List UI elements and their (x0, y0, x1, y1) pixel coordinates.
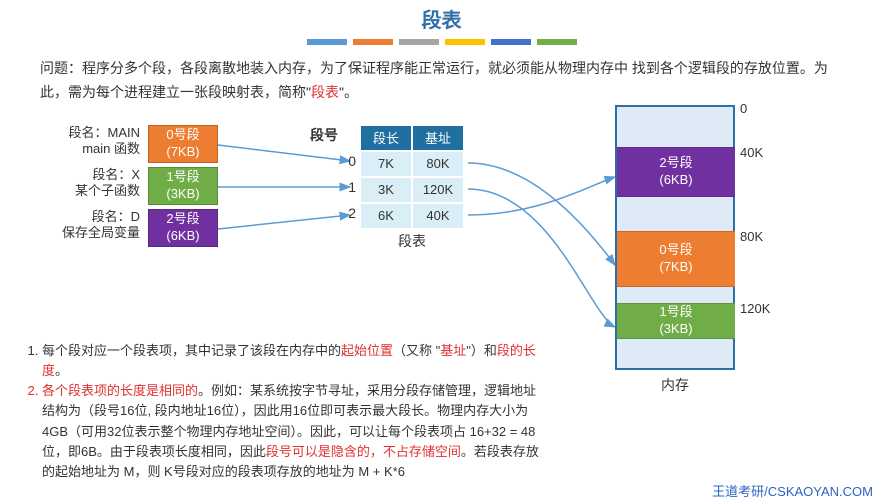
memory-slot: 1号段(3KB) (617, 303, 735, 339)
header-bar (445, 39, 485, 45)
memory-caption: 内存 (615, 375, 735, 395)
cell-len: 3K (360, 177, 412, 203)
seg-table-body: 7K80K3K120K6K40K (360, 151, 464, 229)
problem-1c: 段表 (311, 84, 339, 100)
cell-base: 40K (412, 203, 464, 229)
seg-table-rownum: 0 (336, 153, 356, 169)
segment-box: 2号段(6KB) (148, 209, 218, 247)
n2c: 段号可以是隐含的，不占存储空间 (266, 444, 461, 459)
cell-len: 7K (360, 151, 412, 177)
n2a: 各个段表项的长度是相同的 (42, 383, 198, 398)
n1c: （又称 " (393, 343, 440, 358)
header-bar (353, 39, 393, 45)
segment-label: 段名：X某个子函数 (40, 167, 140, 201)
n1g: 。 (55, 363, 68, 378)
header-bar (399, 39, 439, 45)
seg-table-row: 3K120K (360, 177, 464, 203)
memory-slot: 2号段(6KB) (617, 147, 735, 197)
header-bar (307, 39, 347, 45)
seg-table-header-label: 段号 (310, 125, 338, 145)
memory-mark: 120K (740, 301, 770, 316)
n1a: 每个段对应一个段表项，其中记录了该段在内存中的 (42, 343, 341, 358)
note-1: 每个段对应一个段表项，其中记录了该段在内存中的起始位置（又称 "基址"）和段的长… (42, 341, 540, 381)
cell-base: 120K (412, 177, 464, 203)
cell-base: 80K (412, 151, 464, 177)
memory-mark: 80K (740, 229, 763, 244)
notes-list: 每个段对应一个段表项，其中记录了该段在内存中的起始位置（又称 "基址"）和段的长… (20, 341, 540, 482)
header-bar (537, 39, 577, 45)
problem-text: 问题：程序分多个段，各段离散地装入内存，为了保证程序能正常运行，就必须能从物理内… (40, 57, 843, 105)
page-title: 段表 (0, 4, 883, 33)
note-2: 各个段表项的长度是相同的。例如：某系统按字节寻址，采用分段存储管理，逻辑地址结构… (42, 381, 540, 482)
problem-1d: "。 (339, 84, 358, 100)
n1d: 基址 (440, 343, 466, 358)
seg-table-row: 7K80K (360, 151, 464, 177)
seg-table-rownum: 2 (336, 205, 356, 221)
seg-table-head: 段长基址 (360, 125, 464, 151)
header-bar (491, 39, 531, 45)
segment-label: 段名：D保存全局变量 (40, 209, 140, 243)
segment-box: 1号段(3KB) (148, 167, 218, 205)
seg-table-row: 6K40K (360, 203, 464, 229)
cell-len: 6K (360, 203, 412, 229)
seg-table-rownum: 1 (336, 179, 356, 195)
segment-table: 段长基址 7K80K3K120K6K40K 段表 (360, 125, 464, 251)
title-text: 段表 (422, 10, 462, 32)
memory-box: 2号段(6KB) 0号段(7KB) 1号段(3KB) (615, 105, 735, 370)
footer-text: 王道考研/CSKAOYAN.COM (712, 481, 873, 500)
seg-table-caption: 段表 (360, 231, 464, 251)
segment-box: 0号段(7KB) (148, 125, 218, 163)
problem-1a: 问题：程序分多个段，各段离散地装入内存，为了保证程序能正常运行，就必须能从物理内… (40, 60, 628, 76)
segment-label: 段名：MAINmain 函数 (40, 125, 140, 159)
n1b: 起始位置 (341, 343, 393, 358)
memory-mark: 0 (740, 101, 747, 116)
col-h2: 基址 (412, 125, 464, 151)
n1e: "）和 (466, 343, 497, 358)
header-bars (0, 39, 883, 45)
memory-mark: 40K (740, 145, 763, 160)
col-h1: 段长 (360, 125, 412, 151)
memory-slot: 0号段(7KB) (617, 231, 735, 287)
